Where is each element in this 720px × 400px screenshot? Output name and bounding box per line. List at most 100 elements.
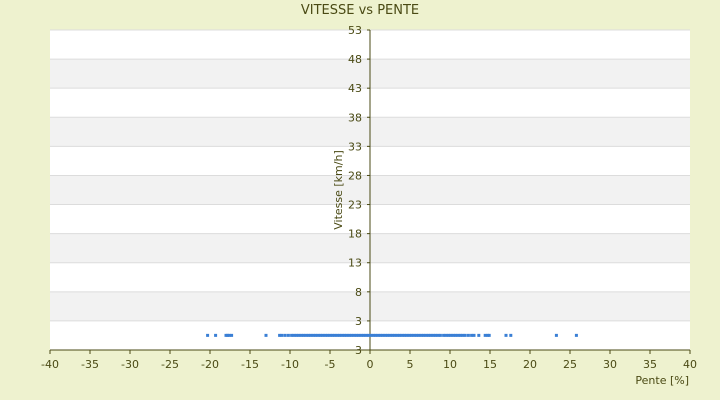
data-points xyxy=(206,333,578,337)
data-point xyxy=(321,333,325,337)
chart-title: VITESSE vs PENTE xyxy=(301,3,419,18)
data-point xyxy=(407,333,411,337)
data-point xyxy=(414,333,418,337)
data-point xyxy=(574,333,578,337)
data-point xyxy=(364,333,368,337)
data-point xyxy=(362,333,366,337)
y-tick-label: 48 xyxy=(348,53,362,66)
data-point xyxy=(371,333,375,337)
data-point xyxy=(509,333,513,337)
data-point xyxy=(366,333,370,337)
data-point xyxy=(398,333,402,337)
data-point xyxy=(405,333,409,337)
data-point xyxy=(226,333,230,337)
data-point xyxy=(345,333,349,337)
data-point xyxy=(431,333,435,337)
data-point xyxy=(381,333,385,337)
x-tick-label: -10 xyxy=(281,358,299,371)
data-point xyxy=(412,333,416,337)
data-point xyxy=(333,333,337,337)
data-point xyxy=(335,333,339,337)
data-point xyxy=(314,333,318,337)
data-point xyxy=(278,333,282,337)
data-point xyxy=(422,333,426,337)
data-point xyxy=(438,333,442,337)
data-point xyxy=(330,333,334,337)
data-point xyxy=(466,333,470,337)
data-point xyxy=(402,333,406,337)
data-point xyxy=(297,333,301,337)
data-point xyxy=(454,333,458,337)
x-tick-label: 10 xyxy=(443,358,457,371)
data-point xyxy=(292,333,296,337)
data-point xyxy=(224,333,228,337)
y-tick-label: 3 xyxy=(355,315,362,328)
data-point xyxy=(388,333,392,337)
data-point xyxy=(417,333,421,337)
data-point xyxy=(400,333,404,337)
data-point xyxy=(340,333,344,337)
data-point xyxy=(230,333,234,337)
data-point xyxy=(338,333,342,337)
y-tick-label: 8 xyxy=(355,286,362,299)
data-point xyxy=(316,333,320,337)
data-point xyxy=(227,333,231,337)
y-axis-label: Vitesse [km/h] xyxy=(332,150,345,230)
data-point xyxy=(472,333,476,337)
x-axis-ticks: -40 -35 -30 -25 -20 -15 -10 -5 0 5 10 15 20 25 30 35 40 xyxy=(41,350,697,371)
data-point xyxy=(376,333,380,337)
data-point xyxy=(369,333,373,337)
y-tick-label: 13 xyxy=(348,257,362,270)
data-point xyxy=(283,333,287,337)
x-tick-label: 20 xyxy=(523,358,537,371)
y-tick-label: 33 xyxy=(348,140,362,153)
y-tick-label: 53 xyxy=(348,24,362,37)
y-tick-label: 43 xyxy=(348,82,362,95)
data-point xyxy=(463,333,467,337)
data-point xyxy=(470,333,474,337)
data-point xyxy=(483,333,487,337)
data-point xyxy=(451,333,455,337)
data-point xyxy=(311,333,315,337)
x-tick-label: -20 xyxy=(201,358,219,371)
x-tick-label: 35 xyxy=(643,358,657,371)
x-tick-label: -30 xyxy=(121,358,139,371)
data-point xyxy=(280,333,284,337)
x-tick-label: 0 xyxy=(367,358,374,371)
x-tick-label: 30 xyxy=(603,358,617,371)
x-axis-label: Pente [%] xyxy=(635,374,689,387)
data-point xyxy=(304,333,308,337)
x-tick-label: 15 xyxy=(483,358,497,371)
data-point xyxy=(449,333,453,337)
data-point xyxy=(264,333,268,337)
data-point xyxy=(444,333,448,337)
data-point xyxy=(436,333,440,337)
data-point xyxy=(342,333,346,337)
data-point xyxy=(487,333,491,337)
y-tick-label: 23 xyxy=(348,199,362,212)
data-point xyxy=(458,333,462,337)
y-tick-label: 18 xyxy=(348,228,362,241)
data-point xyxy=(426,333,430,337)
data-point xyxy=(323,333,327,337)
x-tick-label: 25 xyxy=(563,358,577,371)
x-tick-label: -15 xyxy=(241,358,259,371)
data-point xyxy=(318,333,322,337)
x-tick-label: -35 xyxy=(81,358,99,371)
data-point xyxy=(302,333,306,337)
data-point xyxy=(306,333,310,337)
data-point xyxy=(434,333,438,337)
data-point xyxy=(326,333,330,337)
data-point xyxy=(378,333,382,337)
x-tick-label: 5 xyxy=(407,358,414,371)
data-point xyxy=(214,333,218,337)
data-point xyxy=(393,333,397,337)
data-point xyxy=(354,333,358,337)
data-point xyxy=(357,333,361,337)
x-tick-label: 40 xyxy=(683,358,697,371)
data-point xyxy=(486,333,490,337)
data-point xyxy=(350,333,354,337)
data-point xyxy=(294,333,298,337)
data-point xyxy=(504,333,508,337)
data-point xyxy=(395,333,399,337)
